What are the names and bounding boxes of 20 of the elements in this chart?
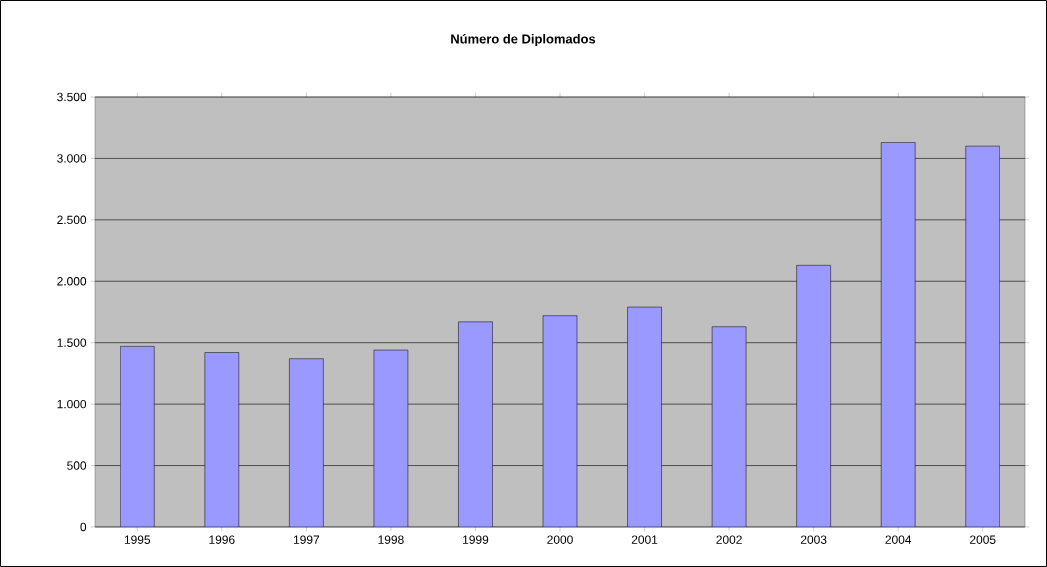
- y-tick-label: 2.500: [57, 215, 87, 225]
- y-tick-label: 1.000: [57, 399, 87, 409]
- x-tick-label: 1999: [463, 535, 489, 544]
- x-tick-label: 2002: [716, 535, 742, 544]
- y-tick-label: 0: [80, 522, 87, 532]
- x-tick-label: 2004: [885, 535, 912, 544]
- x-tick-label: 2003: [800, 535, 827, 544]
- x-tick-label: 2005: [970, 535, 996, 544]
- y-tick-label: 3.000: [57, 154, 87, 163]
- x-tick-label: 1998: [378, 535, 404, 544]
- x-tick-label: 2000: [547, 535, 573, 544]
- y-tick-label: 2.000: [57, 277, 87, 286]
- x-tick-label: 2001: [631, 535, 658, 544]
- x-tick-label: 1995: [124, 535, 151, 544]
- y-tick-label: 500: [67, 461, 87, 470]
- y-tick-label: 3.500: [57, 92, 87, 102]
- y-tick-label: 1.500: [57, 338, 87, 347]
- chart-title: Número de Diplomados: [451, 33, 596, 47]
- x-tick-label: 1996: [209, 535, 235, 544]
- x-tick-label: 1997: [293, 535, 320, 544]
